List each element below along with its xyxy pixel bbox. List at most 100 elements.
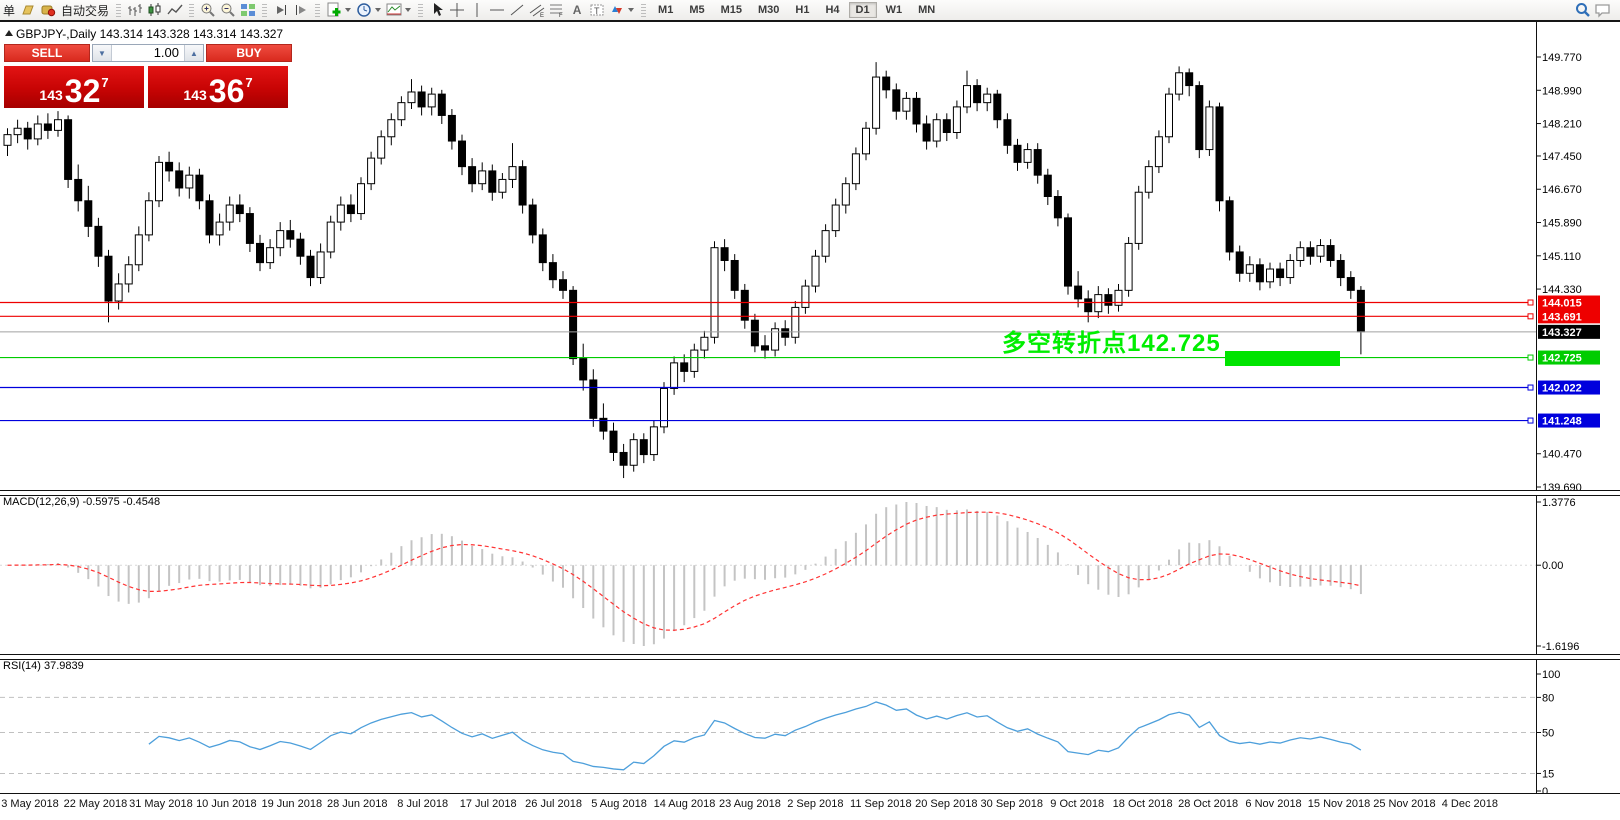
pivot-annotation: 多空转折点142.725: [1002, 330, 1221, 357]
horizontal-line-icon[interactable]: [488, 1, 506, 19]
date-label: 25 Nov 2018: [1373, 798, 1436, 810]
auto-scroll-icon[interactable]: [292, 1, 310, 19]
new-order-icon[interactable]: [19, 1, 37, 19]
date-label: 10 Jun 2018: [196, 798, 257, 810]
timeframe-button-M1[interactable]: M1: [658, 4, 674, 16]
date-label: 28 Oct 2018: [1178, 798, 1239, 810]
timeframe-button-M30[interactable]: M30: [758, 4, 780, 16]
template-dropdown-icon[interactable]: [405, 8, 412, 12]
timeframe-button-D1[interactable]: D1: [848, 2, 877, 18]
date-label: 20 Sep 2018: [915, 798, 978, 810]
equidistant-channel-icon[interactable]: E: [528, 1, 546, 19]
rsi-tick-label: 15: [1542, 768, 1554, 780]
toolbar-grip: [418, 3, 424, 17]
price-level-badge: 142.725: [1542, 353, 1582, 365]
date-label: 5 Aug 2018: [591, 798, 647, 810]
volume-stepper[interactable]: ▼ 1.00 ▲: [92, 44, 204, 62]
new-order-button[interactable]: 单: [3, 3, 16, 18]
toolbar-grip: [641, 3, 647, 17]
price-tick-label: 140.470: [1542, 449, 1582, 461]
sell-button[interactable]: SELL: [4, 44, 90, 62]
price-level-badge: 144.015: [1542, 298, 1582, 310]
line-chart-icon[interactable]: [166, 1, 184, 19]
volume-increase-icon[interactable]: ▲: [184, 45, 203, 61]
timeframe-button-MN[interactable]: MN: [918, 4, 936, 16]
chart-expand-icon[interactable]: [5, 30, 13, 36]
sell-price-tile[interactable]: 143 32 7: [4, 66, 144, 108]
add-indicator-dropdown-icon[interactable]: [345, 8, 352, 12]
timeframe-button-M15[interactable]: M15: [720, 4, 742, 16]
sell-price-big: 32: [64, 73, 101, 109]
date-label: 3 May 2018: [1, 798, 59, 810]
price-tick-label: 149.770: [1542, 52, 1582, 64]
trade-panel: SELL ▼ 1.00 ▲ BUY 143 32 7 143 36 7: [4, 44, 292, 108]
macd-indicator-pane[interactable]: 1.3776 0.00 -1.6196: [0, 494, 1620, 654]
search-icon[interactable]: [1574, 1, 1592, 19]
add-indicator-icon[interactable]: [325, 1, 343, 19]
price-tick-label: 147.450: [1542, 151, 1582, 163]
fibonacci-icon[interactable]: F: [548, 1, 566, 19]
crosshair-icon[interactable]: [448, 1, 466, 19]
chart-title: GBPJPY-,Daily 143.314 143.328 143.314 14…: [16, 27, 284, 41]
date-label: 2 Sep 2018: [787, 798, 844, 810]
date-label: 30 Sep 2018: [980, 798, 1043, 810]
date-label: 19 Jun 2018: [261, 798, 323, 810]
trendline-icon[interactable]: [508, 1, 526, 19]
price-level-badge: 141.248: [1542, 416, 1582, 428]
date-label: 8 Jul 2018: [397, 798, 449, 810]
candlesticks[interactable]: [3, 62, 1365, 479]
timeframe-button-H1[interactable]: H1: [795, 4, 810, 16]
zoom-out-icon[interactable]: [219, 1, 237, 19]
chat-icon[interactable]: [1594, 1, 1612, 19]
buy-button[interactable]: BUY: [206, 44, 292, 62]
price-tick-label: 148.210: [1542, 119, 1582, 131]
volume-value[interactable]: 1.00: [153, 45, 179, 60]
periods-dropdown-icon[interactable]: [375, 8, 382, 12]
date-label: 6 Nov 2018: [1245, 798, 1302, 810]
cursor-icon[interactable]: [428, 1, 446, 19]
timeframe-button-W1[interactable]: W1: [885, 4, 903, 16]
rsi-tick-label: 80: [1542, 692, 1554, 704]
zoom-in-icon[interactable]: [199, 1, 217, 19]
timeframe-button-M5[interactable]: M5: [689, 4, 705, 16]
svg-text:T: T: [594, 6, 600, 16]
toolbar-grip: [315, 3, 321, 17]
buy-price-tile[interactable]: 143 36 7: [148, 66, 288, 108]
text-label-icon[interactable]: T: [588, 1, 606, 19]
rsi-line: [148, 701, 1362, 771]
shift-chart-icon[interactable]: [272, 1, 290, 19]
candlestick-chart-icon[interactable]: [146, 1, 164, 19]
periods-clock-icon[interactable]: [355, 1, 373, 19]
timeframe-bar: M1 M5 M15 M30 H1 H4 D1 W1 MN: [650, 2, 943, 18]
arrows-dropdown-icon[interactable]: [628, 8, 635, 12]
text-icon[interactable]: A: [572, 3, 582, 17]
bar-chart-icon[interactable]: [126, 1, 144, 19]
timeframe-button-H4[interactable]: H4: [825, 4, 840, 16]
date-label: 11 Sep 2018: [850, 798, 912, 810]
highlight-rectangle[interactable]: [1225, 351, 1340, 366]
svg-text:F: F: [559, 13, 563, 18]
price-tick-label: 145.110: [1542, 251, 1581, 263]
macd-tick-label: 1.3776: [1542, 497, 1576, 509]
autotrading-icon[interactable]: [39, 1, 57, 19]
date-label: 15 Nov 2018: [1307, 798, 1371, 810]
arrow-objects-icon[interactable]: [608, 1, 626, 19]
price-tick-label: 144.330: [1542, 284, 1582, 296]
pane-splitter[interactable]: [0, 654, 1620, 660]
date-label: 17 Jul 2018: [459, 798, 517, 810]
tile-windows-icon[interactable]: [239, 1, 257, 19]
vertical-line-icon[interactable]: [468, 1, 486, 19]
rsi-label: RSI(14) 37.9839: [3, 660, 84, 672]
sell-price-sup: 7: [101, 75, 109, 90]
rsi-indicator-pane[interactable]: 100 80 50 15 0: [0, 658, 1620, 793]
autotrading-label[interactable]: 自动交易: [61, 3, 110, 18]
toolbar: 单 自动交易 E: [0, 0, 1620, 20]
pane-splitter[interactable]: [0, 490, 1620, 496]
date-label: 23 Aug 2018: [719, 798, 781, 810]
chart-template-icon[interactable]: [385, 1, 403, 19]
volume-decrease-icon[interactable]: ▼: [93, 45, 112, 61]
price-level-badge: 142.022: [1542, 383, 1582, 395]
price-tick-label: 139.690: [1542, 482, 1582, 490]
